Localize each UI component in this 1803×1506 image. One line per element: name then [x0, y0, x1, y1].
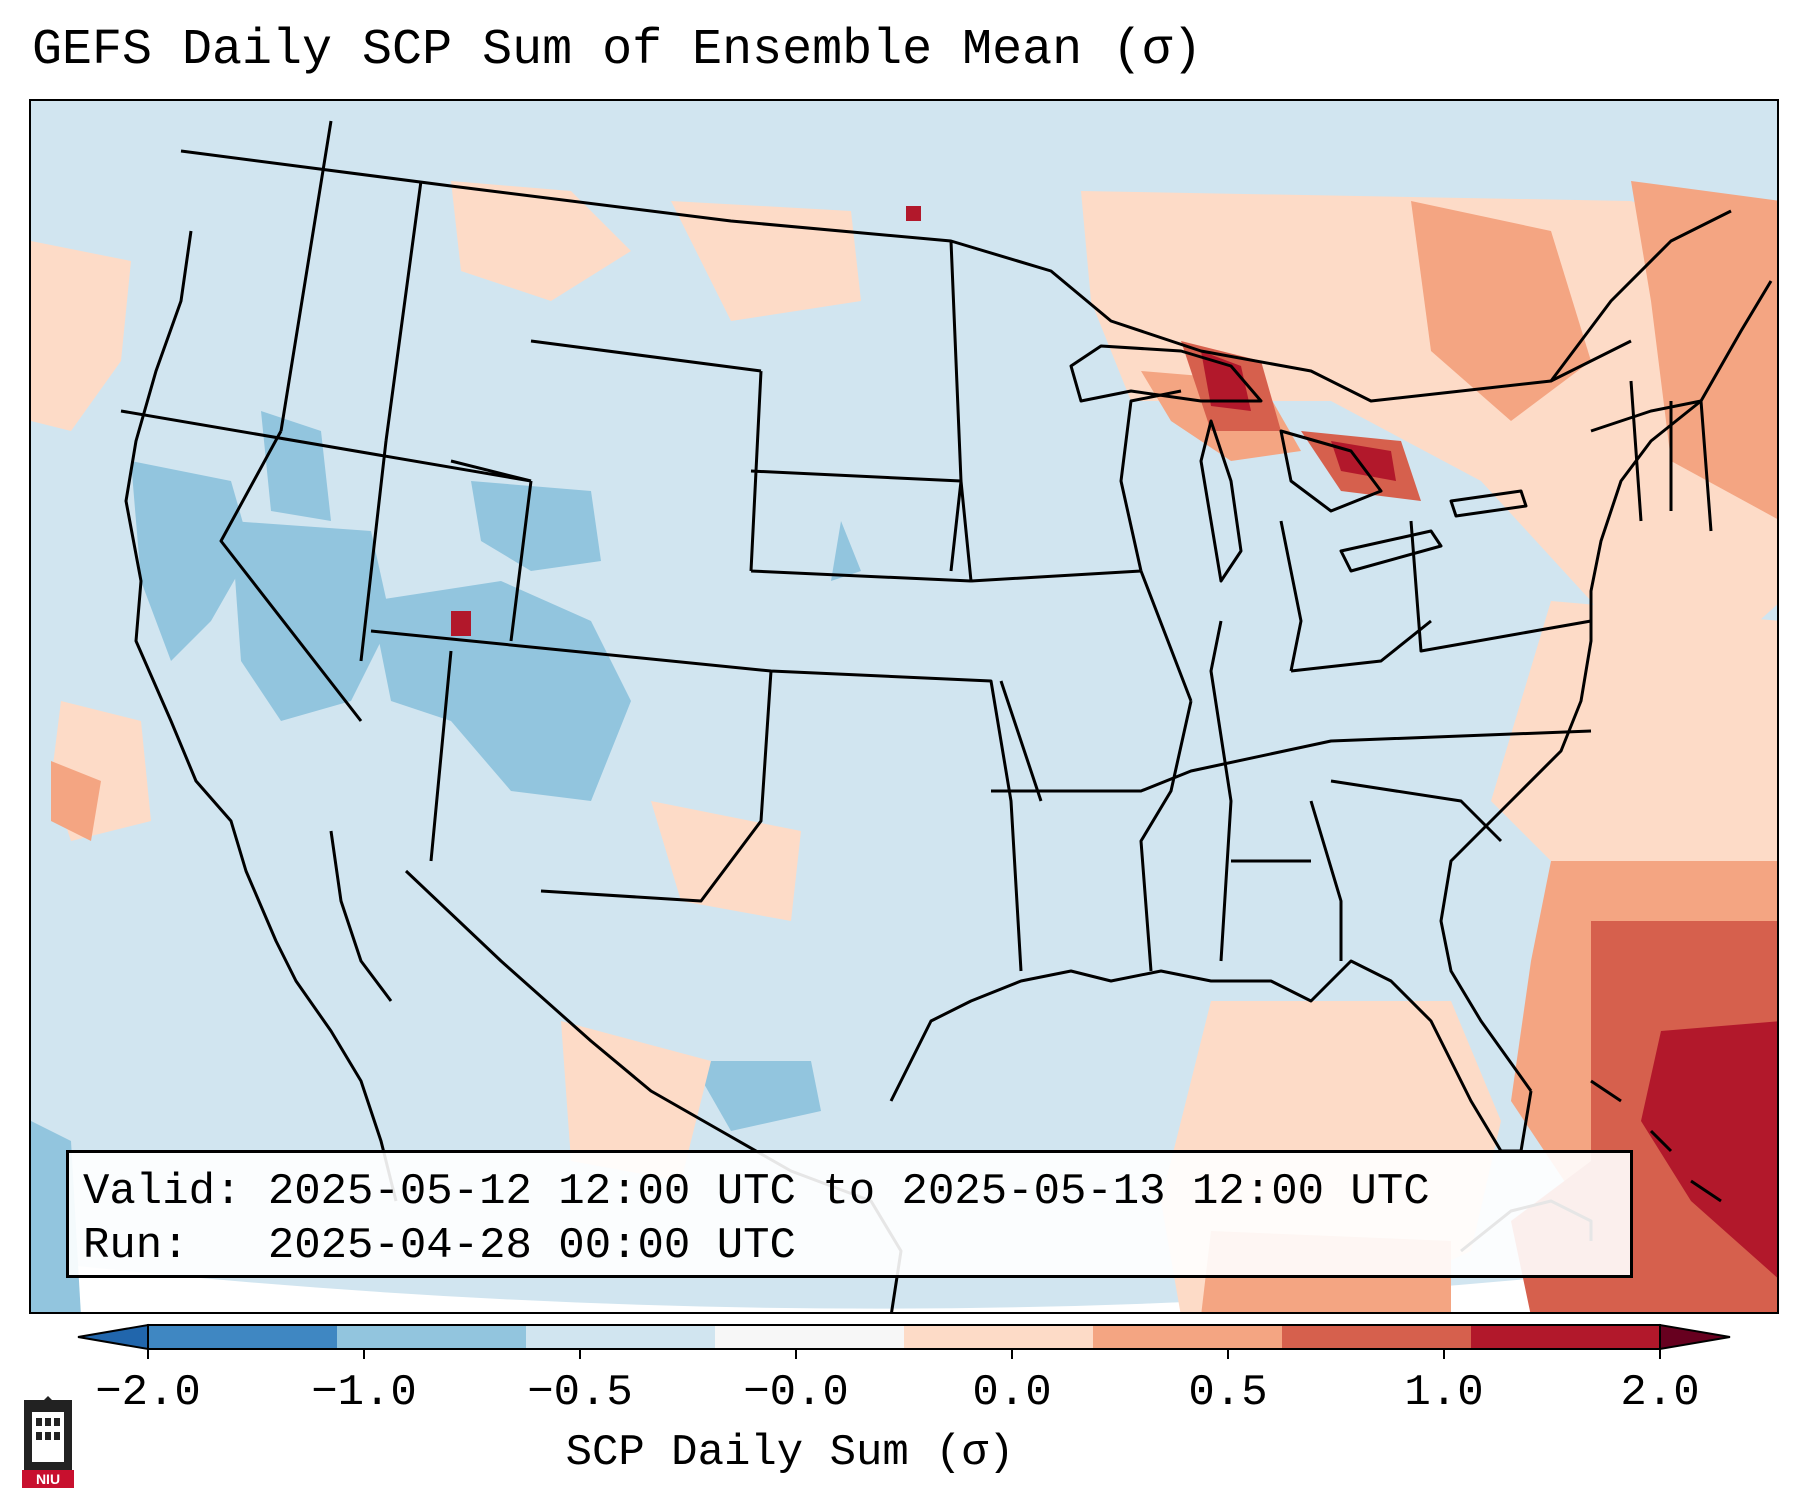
- anomaly-region: [1491, 601, 1777, 901]
- valid-time-box: Valid: 2025-05-12 12:00 UTC to 2025-05-1…: [66, 1150, 1633, 1278]
- map-title: GEFS Daily SCP Sum of Ensemble Mean (σ): [32, 22, 1203, 79]
- anomaly-region: [471, 481, 601, 571]
- st-lawrence: [1549, 209, 1732, 382]
- colorbar-segments: [77, 1323, 1731, 1359]
- colorbar-segment: [1282, 1325, 1472, 1349]
- colorbar-label: SCP Daily Sum (σ): [565, 1428, 1015, 1478]
- run-label: Run:: [83, 1221, 189, 1271]
- anomaly-region: [651, 801, 801, 921]
- anomaly-region: [451, 181, 631, 301]
- anomaly-region: [1641, 1021, 1777, 1278]
- lake-ontario: [1449, 489, 1528, 518]
- colorbar-tick-label: −0.0: [743, 1368, 849, 1418]
- pacific-coastline: [124, 230, 398, 1202]
- atlantic-coastline: [1439, 280, 1773, 1092]
- anomaly-region: [451, 611, 471, 636]
- colorbar-segment: [1471, 1325, 1661, 1349]
- colorbar-tick-label: 1.0: [1404, 1368, 1484, 1418]
- state-boundaries: [120, 120, 1773, 1312]
- anomaly-region: [231, 521, 391, 721]
- run-line: Run: 2025-04-28 00:00 UTC: [83, 1219, 1630, 1273]
- anomaly-region: [906, 206, 921, 221]
- colorbar-segment: [526, 1325, 716, 1349]
- lake-huron: [1279, 429, 1383, 513]
- lake-michigan: [1199, 419, 1243, 583]
- colorbar-segment: [1093, 1325, 1283, 1349]
- colorbar-segment: [904, 1325, 1094, 1349]
- anomaly-region: [31, 241, 131, 431]
- colorbar-segment: [715, 1325, 905, 1349]
- anomaly-region: [831, 521, 861, 581]
- colorbar-segment: [337, 1325, 527, 1349]
- colorbar-extend-high: [1659, 1323, 1731, 1351]
- anomaly-region: [671, 201, 861, 321]
- anomaly-region: [1631, 181, 1777, 519]
- baja-coastline: [329, 830, 393, 1002]
- valid-label: Valid:: [83, 1167, 242, 1217]
- run-value: 2025-04-28 00:00 UTC: [267, 1221, 796, 1271]
- lake-superior: [1069, 344, 1263, 403]
- colorbar-tick-label: −2.0: [95, 1368, 201, 1418]
- anomaly-region: [1081, 191, 1777, 701]
- us-canada-border: [180, 149, 1632, 403]
- colorbar: [77, 1323, 1731, 1359]
- anomaly-region: [131, 461, 251, 661]
- colorbar-segment: [148, 1325, 338, 1349]
- map-frame: [29, 99, 1779, 1314]
- anomaly-region: [51, 761, 101, 841]
- colorbar-tick-label: −0.5: [527, 1368, 633, 1418]
- colorbar-outline: [147, 1324, 1661, 1350]
- anomaly-region: [561, 1021, 711, 1181]
- anomaly-region: [1201, 351, 1251, 411]
- colorbar-tick-label: 2.0: [1620, 1368, 1700, 1418]
- lake-erie: [1339, 529, 1443, 573]
- colorbar-tick-label: 0.0: [972, 1368, 1052, 1418]
- colorbar-tick-label: −1.0: [311, 1368, 417, 1418]
- us-gulf-coastline: [889, 959, 1533, 1153]
- valid-value: 2025-05-12 12:00 UTC to 2025-05-13 12:00…: [267, 1167, 1430, 1217]
- colorbar-extend-low: [77, 1323, 149, 1351]
- anomaly-region: [1411, 201, 1591, 421]
- bahamas: [1590, 1079, 1722, 1203]
- logo-text: NIU: [36, 1471, 60, 1487]
- valid-line: Valid: 2025-05-12 12:00 UTC to 2025-05-1…: [83, 1165, 1630, 1219]
- colorbar-tick-label: 0.5: [1188, 1368, 1268, 1418]
- niu-logo: NIU: [22, 1396, 74, 1488]
- anomaly-region: [691, 1061, 821, 1131]
- scp-map: [31, 101, 1777, 1312]
